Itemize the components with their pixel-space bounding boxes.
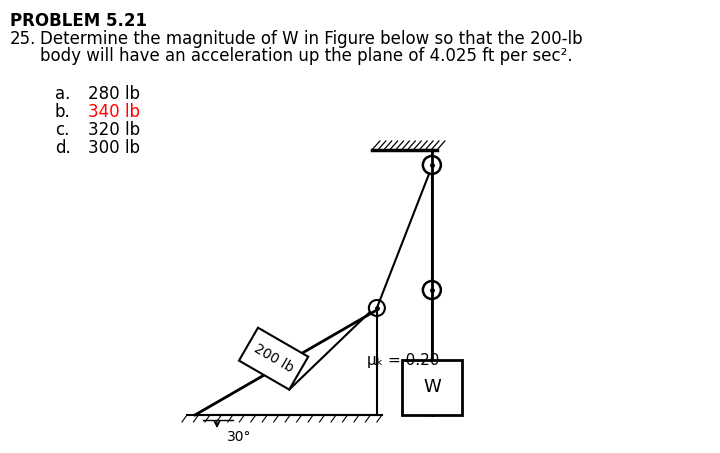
Text: 200 lb: 200 lb: [251, 342, 296, 376]
Text: body will have an acceleration up the plane of 4.025 ft per sec².: body will have an acceleration up the pl…: [40, 47, 572, 65]
Text: b.: b.: [55, 103, 71, 121]
Text: Determine the magnitude of W in Figure below so that the 200-lb: Determine the magnitude of W in Figure b…: [40, 30, 582, 48]
Text: 300 lb: 300 lb: [88, 139, 140, 157]
Text: W: W: [423, 379, 441, 396]
Text: μₖ = 0.20: μₖ = 0.20: [367, 352, 439, 367]
Text: 280 lb: 280 lb: [88, 85, 140, 103]
Text: c.: c.: [55, 121, 69, 139]
Text: PROBLEM 5.21: PROBLEM 5.21: [10, 12, 147, 30]
Text: d.: d.: [55, 139, 71, 157]
Text: 30°: 30°: [227, 430, 251, 444]
Text: 320 lb: 320 lb: [88, 121, 140, 139]
Polygon shape: [239, 328, 308, 390]
Text: 25.: 25.: [10, 30, 37, 48]
Bar: [402, 360, 462, 415]
Text: 340 lb: 340 lb: [88, 103, 140, 121]
Polygon shape: [195, 310, 377, 415]
Text: a.: a.: [55, 85, 71, 103]
